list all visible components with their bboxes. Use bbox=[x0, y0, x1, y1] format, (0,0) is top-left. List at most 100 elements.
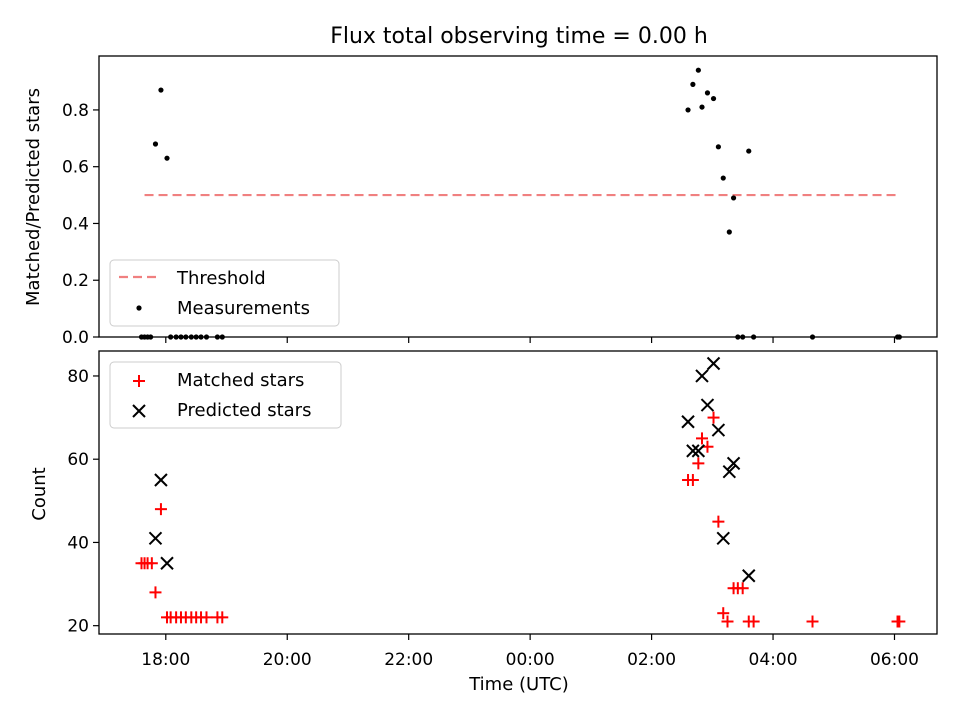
ratio-y-tick-label: 0.2 bbox=[62, 271, 89, 291]
measurement-point bbox=[710, 95, 717, 102]
measurement-point bbox=[178, 334, 184, 340]
measurement-point bbox=[690, 81, 696, 87]
measurement-point bbox=[730, 195, 737, 201]
measurement-point bbox=[751, 334, 757, 340]
count-y-tick-label: 60 bbox=[67, 450, 89, 470]
predicted-star-point bbox=[686, 444, 700, 458]
measurements-legend-swatch bbox=[136, 305, 142, 311]
matched-star-point bbox=[200, 611, 213, 624]
matched-legend-swatch bbox=[133, 375, 145, 387]
predicted-star-point bbox=[706, 356, 721, 371]
measurement-point bbox=[198, 334, 204, 340]
measurement-point bbox=[173, 334, 179, 340]
matched-star-point bbox=[154, 503, 167, 516]
predicted-star-point bbox=[711, 423, 726, 437]
measurement-point bbox=[164, 155, 170, 161]
count-x-tick-label: 00:00 bbox=[506, 650, 555, 670]
count-x-tick-label: 20:00 bbox=[263, 650, 312, 670]
ratio-x-ticks bbox=[165, 337, 896, 343]
measurement-point bbox=[695, 67, 701, 73]
count-axes-frame bbox=[98, 350, 938, 635]
measurement-point bbox=[188, 334, 194, 340]
ratio-plot-area bbox=[138, 67, 902, 340]
ratio-panel: 0.0 0.2 0.4 0.6 0.8 Matched/Predicted stars bbox=[23, 55, 938, 348]
measurement-point bbox=[896, 334, 902, 340]
count-x-ticks: 18:00 20:00 22:00 00:00 02:00 04:00 06:00 bbox=[141, 634, 919, 670]
matched-legend-label: Matched stars bbox=[177, 370, 304, 391]
ratio-y-tick-label: 0.6 bbox=[62, 158, 89, 178]
predicted-star-point bbox=[726, 456, 741, 471]
ratio-axes-frame bbox=[98, 55, 938, 338]
measurement-point bbox=[746, 148, 752, 154]
ratio-y-tick-label: 0.0 bbox=[62, 328, 89, 348]
chart-title: Flux total observing time = 0.00 h bbox=[330, 24, 708, 49]
count-y-tick-label: 40 bbox=[67, 533, 89, 553]
matched-star-point bbox=[747, 615, 760, 628]
matched-star-point bbox=[695, 432, 708, 445]
ratio-legend-box bbox=[109, 259, 340, 327]
measurement-point bbox=[203, 334, 210, 340]
ratio-y-tick-label: 0.8 bbox=[62, 101, 89, 121]
count-plot-area bbox=[135, 356, 906, 628]
count-x-tick-label: 18:00 bbox=[141, 650, 190, 670]
measurement-point bbox=[168, 334, 174, 340]
predicted-star-point bbox=[695, 369, 709, 383]
count-x-tick-label: 06:00 bbox=[870, 650, 919, 670]
measurement-point bbox=[152, 141, 159, 147]
measurement-point bbox=[699, 104, 705, 110]
count-y-tick-label: 80 bbox=[67, 367, 89, 387]
predicted-legend-swatch bbox=[132, 404, 146, 418]
matched-star-point bbox=[806, 615, 819, 628]
measurements-legend-label: Measurements bbox=[177, 298, 310, 319]
measurement-point bbox=[685, 107, 691, 113]
matched-star-point bbox=[149, 586, 162, 599]
matched-star-point bbox=[717, 607, 730, 620]
matched-star-point bbox=[736, 582, 749, 595]
count-y-tick-label: 20 bbox=[67, 617, 89, 637]
measurement-point bbox=[193, 334, 199, 340]
count-y-label: Count bbox=[29, 467, 50, 520]
count-y-ticks: 20 40 60 80 bbox=[67, 367, 99, 637]
measurement-point bbox=[704, 90, 711, 96]
threshold-legend-label: Threshold bbox=[176, 268, 266, 289]
count-legend-box bbox=[109, 361, 342, 429]
matched-star-point bbox=[216, 611, 229, 624]
predicted-star-point bbox=[160, 556, 174, 570]
measurement-point bbox=[158, 87, 164, 93]
predicted-star-point bbox=[742, 569, 756, 583]
measurement-point bbox=[183, 334, 189, 340]
measurement-point bbox=[735, 334, 741, 340]
matched-star-point bbox=[721, 615, 734, 628]
x-axis-label: Time (UTC) bbox=[468, 674, 569, 695]
measurement-point bbox=[726, 229, 732, 235]
count-x-tick-label: 22:00 bbox=[384, 650, 433, 670]
measurement-point bbox=[148, 334, 154, 340]
measurement-point bbox=[740, 334, 746, 340]
count-x-tick-label: 04:00 bbox=[749, 650, 798, 670]
ratio-y-ticks: 0.0 0.2 0.4 0.6 0.8 bbox=[62, 101, 99, 348]
predicted-star-point bbox=[716, 531, 730, 545]
matched-star-point bbox=[893, 615, 906, 628]
predicted-star-point bbox=[722, 464, 737, 479]
matched-star-point bbox=[712, 515, 725, 528]
count-x-tick-label: 02:00 bbox=[627, 650, 676, 670]
measurement-point bbox=[715, 144, 721, 150]
count-legend: Matched stars Predicted stars bbox=[109, 361, 342, 429]
measurement-point bbox=[809, 334, 816, 340]
predicted-star-point bbox=[681, 415, 695, 429]
matched-star-point bbox=[686, 474, 699, 487]
count-panel: 20 40 60 80 18:00 20:00 22:00 00:00 02:00 04:00 0… bbox=[29, 350, 938, 695]
predicted-star-point bbox=[691, 444, 706, 458]
predicted-legend-label: Predicted stars bbox=[177, 400, 311, 421]
measurement-point bbox=[214, 334, 221, 340]
matched-star-point bbox=[145, 557, 158, 570]
ratio-y-tick-label: 0.4 bbox=[62, 214, 89, 234]
predicted-star-point bbox=[700, 398, 715, 412]
ratio-y-label: Matched/Predicted stars bbox=[23, 88, 44, 306]
measurement-point bbox=[720, 175, 726, 181]
measurement-point bbox=[219, 334, 225, 340]
predicted-star-point bbox=[148, 531, 163, 545]
ratio-legend: Threshold Measurements bbox=[109, 259, 340, 327]
